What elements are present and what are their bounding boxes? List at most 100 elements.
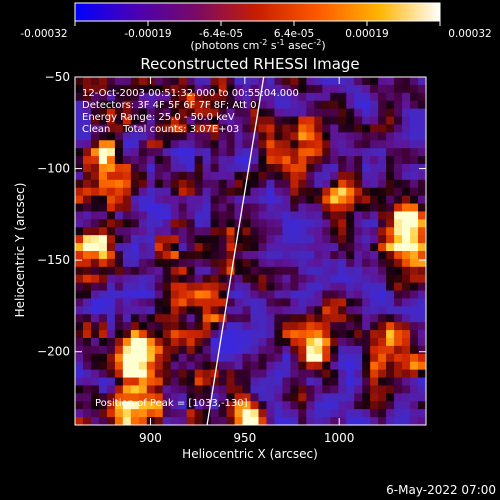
heatmap-cell — [250, 385, 260, 394]
heatmap-cell — [362, 274, 371, 284]
heatmap-cell — [410, 338, 419, 347]
heatmap-cell — [386, 338, 395, 347]
heatmap-cell — [75, 282, 84, 292]
heatmap-cell — [370, 353, 379, 363]
colorbar: -0.00032 -0.00019 -6.4e-05 6.4e-05 0.00019 0.… — [20, 2, 492, 52]
heatmap-cell — [338, 377, 347, 387]
heatmap-cell — [170, 140, 180, 149]
heatmap-cell — [122, 353, 132, 363]
heatmap-cell — [242, 140, 252, 149]
heatmap-cell — [250, 179, 260, 189]
heatmap-cell — [274, 108, 284, 118]
heatmap-cell — [146, 282, 156, 292]
heatmap-cell — [418, 330, 426, 339]
heatmap-cell — [282, 116, 291, 126]
heatmap-cell — [394, 274, 403, 284]
heatmap-cell — [170, 227, 180, 236]
heatmap-cell — [154, 211, 164, 220]
heatmap-cell — [194, 274, 204, 284]
heatmap-cell — [218, 298, 228, 307]
heatmap-cell — [370, 314, 379, 323]
annotation-block: 12-Oct-2003 00:51:32.000 to 00:55:04.000… — [82, 88, 299, 135]
heatmap-cell — [218, 179, 228, 189]
heatmap-cell — [90, 330, 100, 339]
heatmap-cell — [154, 203, 164, 213]
heatmap-cell — [386, 251, 395, 260]
heatmap-cell — [266, 156, 276, 165]
heatmap-cell — [170, 148, 180, 157]
heatmap-cell — [266, 345, 276, 355]
heatmap-cell — [282, 251, 291, 260]
heatmap-cell — [130, 156, 140, 165]
heatmap-cell — [410, 187, 419, 197]
heatmap-cell — [362, 116, 371, 126]
heatmap-cell — [114, 361, 124, 371]
heatmap-cell — [402, 369, 411, 379]
heatmap-cell — [346, 77, 355, 86]
heatmap-cell — [162, 353, 172, 363]
heatmap-cell — [146, 298, 156, 307]
heatmap-cell — [330, 338, 339, 347]
heatmap-cell — [162, 156, 172, 165]
heatmap-cell — [410, 100, 419, 110]
heatmap-cell — [410, 77, 419, 86]
heatmap-cell — [386, 108, 395, 118]
heatmap-cell — [266, 187, 276, 197]
heatmap-cell — [250, 298, 260, 307]
heatmap-cell — [402, 361, 411, 371]
heatmap-cell — [146, 266, 156, 276]
heatmap-cell — [194, 282, 204, 292]
heatmap-cell — [178, 314, 188, 323]
heatmap-cell — [106, 393, 116, 402]
heatmap-cell — [170, 290, 180, 300]
heatmap-cell — [122, 243, 132, 252]
heatmap-cell — [378, 330, 387, 339]
heatmap-cell — [106, 116, 116, 126]
heatmap-cell — [130, 100, 140, 110]
heatmap-cell — [418, 417, 426, 425]
heatmap-cell — [210, 227, 220, 236]
heatmap-cell — [402, 298, 411, 307]
heatmap-cell — [138, 290, 148, 300]
heatmap-cell — [322, 203, 331, 213]
heatmap-cell — [306, 92, 315, 102]
heatmap-cell — [234, 140, 244, 149]
heatmap-cell — [114, 417, 124, 425]
heatmap-cell — [162, 179, 172, 189]
heatmap-cell — [338, 282, 347, 292]
heatmap-cell — [234, 243, 244, 252]
heatmap-cell — [210, 195, 220, 205]
heatmap-cell — [258, 140, 268, 149]
heatmap-cell — [258, 353, 268, 363]
heatmap-cell — [75, 124, 84, 133]
heatmap-cell — [234, 124, 244, 133]
heatmap-cell — [130, 290, 140, 300]
heatmap-cell — [98, 219, 108, 228]
heatmap-cell — [354, 298, 363, 307]
heatmap-cell — [162, 132, 172, 141]
heatmap-cell — [98, 235, 108, 244]
heatmap-cell — [138, 401, 148, 410]
heatmap-cell — [362, 338, 371, 347]
heatmap-cell — [346, 322, 355, 331]
heatmap-cell — [410, 330, 419, 339]
heatmap-cell — [210, 235, 220, 244]
heatmap-cell — [322, 330, 331, 339]
heatmap-cell — [202, 361, 212, 371]
heatmap-cell — [122, 187, 132, 197]
heatmap-cell — [330, 211, 339, 220]
heatmap-cell — [202, 306, 212, 315]
heatmap-cell — [114, 92, 124, 102]
heatmap-cell — [234, 330, 244, 339]
heatmap-cell — [234, 100, 244, 110]
heatmap-cell — [210, 92, 220, 102]
heatmap-cell — [98, 417, 108, 425]
heatmap-cell — [250, 251, 260, 260]
heatmap-cell — [122, 219, 132, 228]
heatmap-cell — [122, 116, 132, 126]
heatmap-cell — [258, 377, 268, 387]
heatmap-cell — [202, 84, 212, 94]
heatmap-cell — [274, 171, 284, 181]
heatmap-cell — [274, 330, 284, 339]
heatmap-cell — [170, 330, 180, 339]
